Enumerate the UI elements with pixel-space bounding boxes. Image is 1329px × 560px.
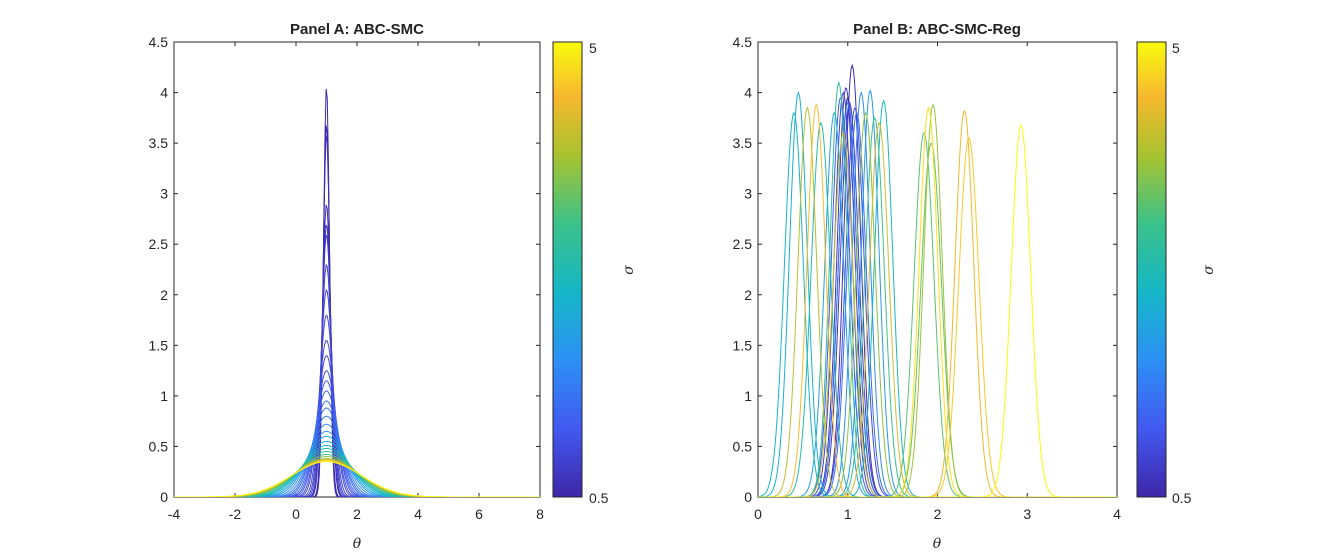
- panel-a-ytick-label: 4: [160, 85, 168, 101]
- panel-a-series-line: [174, 415, 540, 497]
- panel-a-ticks: -4 -2 0 2 4 6 8 0 0.5 1 1.5 2 2.5 3 3.5 4 4.5: [149, 34, 545, 522]
- panel-a-series-line: [174, 423, 540, 497]
- panel-b-xtick-label: 3: [1023, 506, 1031, 522]
- panel-b-ytick-label: 0.5: [733, 438, 753, 454]
- panel-a-series-line: [174, 407, 540, 497]
- panel-b-series-line: [758, 103, 1117, 497]
- panel-b-xtick-label: 4: [1113, 506, 1121, 522]
- panel-b-colorbar-gradient: [1136, 41, 1167, 498]
- panel-a-series-line: [174, 380, 540, 497]
- panel-a-xtick-label: 4: [414, 506, 422, 522]
- panel-a-xtick-label: 2: [353, 506, 361, 522]
- panel-a-xtick-label: -2: [229, 506, 242, 522]
- panel-a-xtick-label: 6: [475, 506, 483, 522]
- panel-b-series-line: [758, 106, 1117, 497]
- panel-b-ytick-label: 2: [744, 287, 752, 303]
- panel-b-series-line: [758, 121, 1117, 497]
- panel-a-ytick-label: 4.5: [149, 34, 169, 50]
- panel-b-ytick-label: 3: [744, 186, 752, 202]
- panel-b-axes: [757, 41, 1118, 498]
- panel-b-xtick-label: 1: [844, 506, 852, 522]
- panel-b-ytick-label: 1.5: [733, 337, 753, 353]
- panel-a-ytick-label: 2.5: [149, 236, 169, 252]
- panel-a-series-line: [174, 400, 540, 497]
- panel-b-series-line: [758, 109, 1117, 497]
- panel-b: Panel B: ABC-SMC-Reg 0 1 2 3 4 0 0.5 1 1.5 2 2.5 3 3…: [733, 21, 1122, 552]
- panel-b-ticks: 0 1 2 3 4 0 0.5 1 1.5 2 2.5 3 3.5 4 4.5: [733, 34, 1122, 522]
- panel-a: Panel A: ABC-SMC -4 -2 0 2 4 6 8 0 0.5 1 1.5 2 2.5 3 3…: [149, 21, 545, 552]
- panel-a-ytick-label: 0.5: [149, 438, 169, 454]
- panel-a-ytick-label: 1: [160, 388, 168, 404]
- panel-b-ytick-label: 4: [744, 85, 752, 101]
- panel-b-series-line: [758, 103, 1117, 497]
- panel-b-series-line: [758, 131, 1117, 497]
- panel-a-title: Panel A: ABC-SMC: [290, 21, 424, 38]
- panel-a-series-line: [174, 390, 540, 497]
- panel-a-series-line: [174, 461, 540, 497]
- panel-a-xlabel: θ: [353, 536, 362, 552]
- panel-b-series-line: [758, 106, 1117, 497]
- panel-a-series-line: [174, 354, 540, 497]
- panel-b-series-line: [758, 101, 1117, 497]
- panel-a-xtick-label: -4: [168, 506, 181, 522]
- panel-b-colorbar: 5 0.5 σ: [1136, 40, 1217, 506]
- panel-a-axes: [173, 41, 541, 498]
- panel-a-series-line: [174, 430, 540, 497]
- panel-a-colorbar-gradient: [552, 41, 583, 498]
- panel-a-ytick-label: 0: [160, 489, 168, 505]
- panel-b-xtick-label: 0: [754, 506, 762, 522]
- panel-b-colorbar-min: 0.5: [1172, 490, 1192, 506]
- panel-b-series-line: [758, 80, 1117, 497]
- panel-a-colorbar: 5 0.5 σ: [552, 40, 637, 506]
- panel-a-ytick-label: 3: [160, 186, 168, 202]
- panel-a-xtick-label: 0: [292, 506, 300, 522]
- panel-a-series-line: [174, 370, 540, 497]
- panel-b-series-line: [758, 102, 1117, 497]
- panel-b-series-line: [758, 131, 1117, 497]
- panel-b-series-line: [758, 136, 1117, 497]
- panel-b-ytick-label: 1: [744, 388, 752, 404]
- panel-b-ytick-label: 0: [744, 489, 752, 505]
- panel-b-series-line: [758, 91, 1117, 497]
- panel-b-ytick-label: 3.5: [733, 135, 753, 151]
- panel-a-ytick-label: 2: [160, 287, 168, 303]
- panel-a-colorbar-max: 5: [589, 40, 597, 56]
- panel-a-colorbar-min: 0.5: [589, 490, 609, 506]
- panel-b-series-line: [758, 142, 1117, 497]
- panel-a-ytick-label: 3.5: [149, 135, 169, 151]
- panel-b-title: Panel B: ABC-SMC-Reg: [853, 21, 1021, 38]
- panel-b-xlabel: θ: [933, 536, 942, 552]
- panel-b-ytick-label: 4.5: [733, 34, 753, 50]
- panel-b-colorbar-label: σ: [1201, 265, 1217, 275]
- panel-b-ytick-label: 2.5: [733, 236, 753, 252]
- panel-b-series-line: [758, 87, 1117, 497]
- panel-b-series-line: [758, 111, 1117, 497]
- panel-a-series-line: [174, 435, 540, 497]
- panel-a-colorbar-label: σ: [621, 265, 637, 275]
- panel-b-xtick-label: 2: [934, 506, 942, 522]
- panel-a-ytick-label: 1.5: [149, 337, 169, 353]
- panel-b-colorbar-max: 5: [1172, 40, 1180, 56]
- panel-a-xtick-label: 8: [536, 506, 544, 522]
- panel-b-series-line: [758, 124, 1117, 497]
- panel-b-series-line: [758, 91, 1117, 497]
- panel-a-series: [174, 88, 540, 497]
- panel-b-series: [758, 63, 1117, 497]
